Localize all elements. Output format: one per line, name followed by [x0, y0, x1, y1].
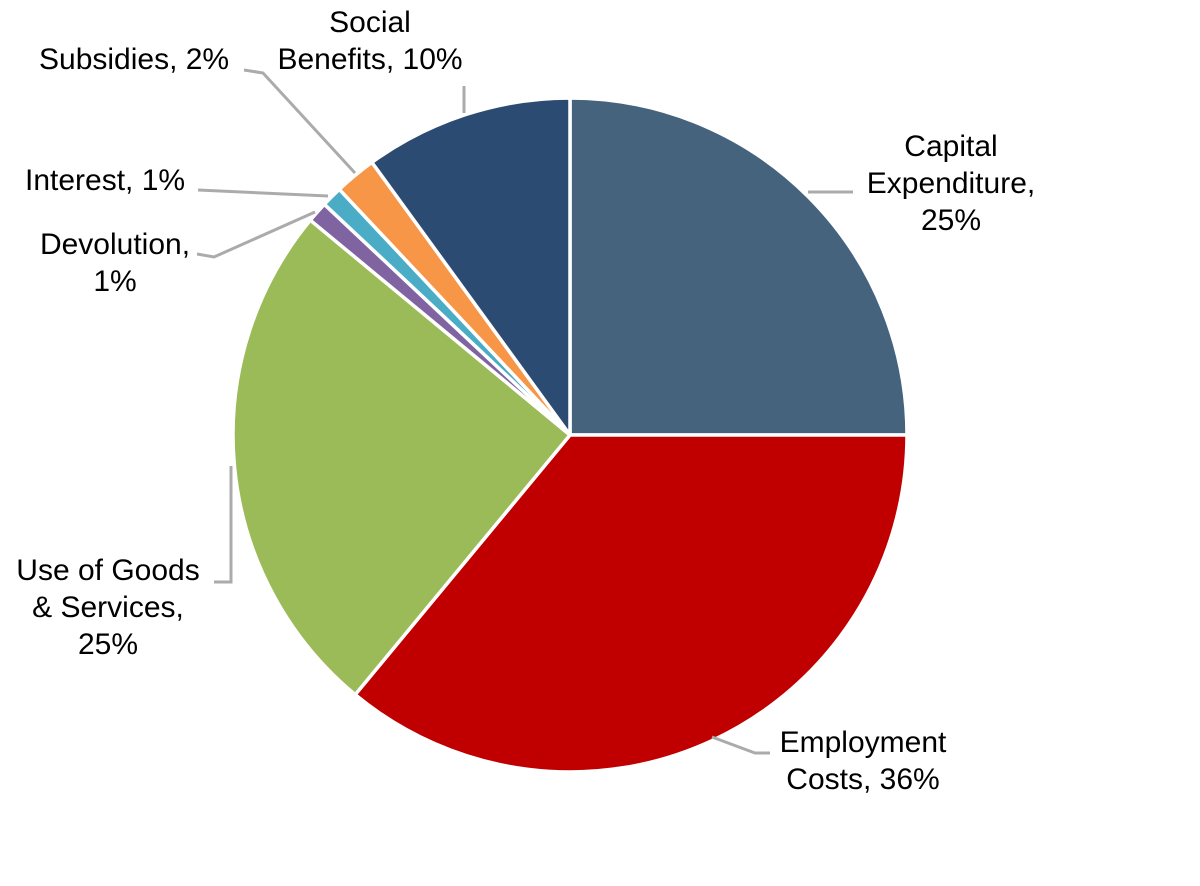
pie-slices: [231, 96, 909, 774]
pie-slice-social: [370, 96, 572, 437]
leader-line-subsidies: [243, 68, 357, 175]
label-social-benefits: Social Benefits, 10%: [277, 6, 463, 76]
label-subsidies: Subsidies, 2%: [39, 43, 230, 76]
label-capital-expenditure: Capital Expenditure, 25%: [866, 130, 1036, 237]
pie-slice-employment: [353, 433, 909, 774]
leader-lines: [196, 68, 853, 755]
label-use-of-goods-services: Use of Goods & Services, 25%: [16, 554, 200, 661]
leader-line-interest: [197, 188, 329, 198]
leader-line-goods: [214, 466, 233, 584]
label-interest: Interest, 1%: [25, 164, 186, 197]
pie-slice-capital: [568, 96, 909, 437]
leader-line-employment: [711, 735, 770, 755]
leader-line-devolution: [196, 210, 316, 259]
pie-slice-goods: [231, 218, 572, 697]
label-devolution: Devolution, 1%: [39, 228, 191, 298]
label-employment-costs: Employment Costs, 36%: [779, 726, 947, 796]
